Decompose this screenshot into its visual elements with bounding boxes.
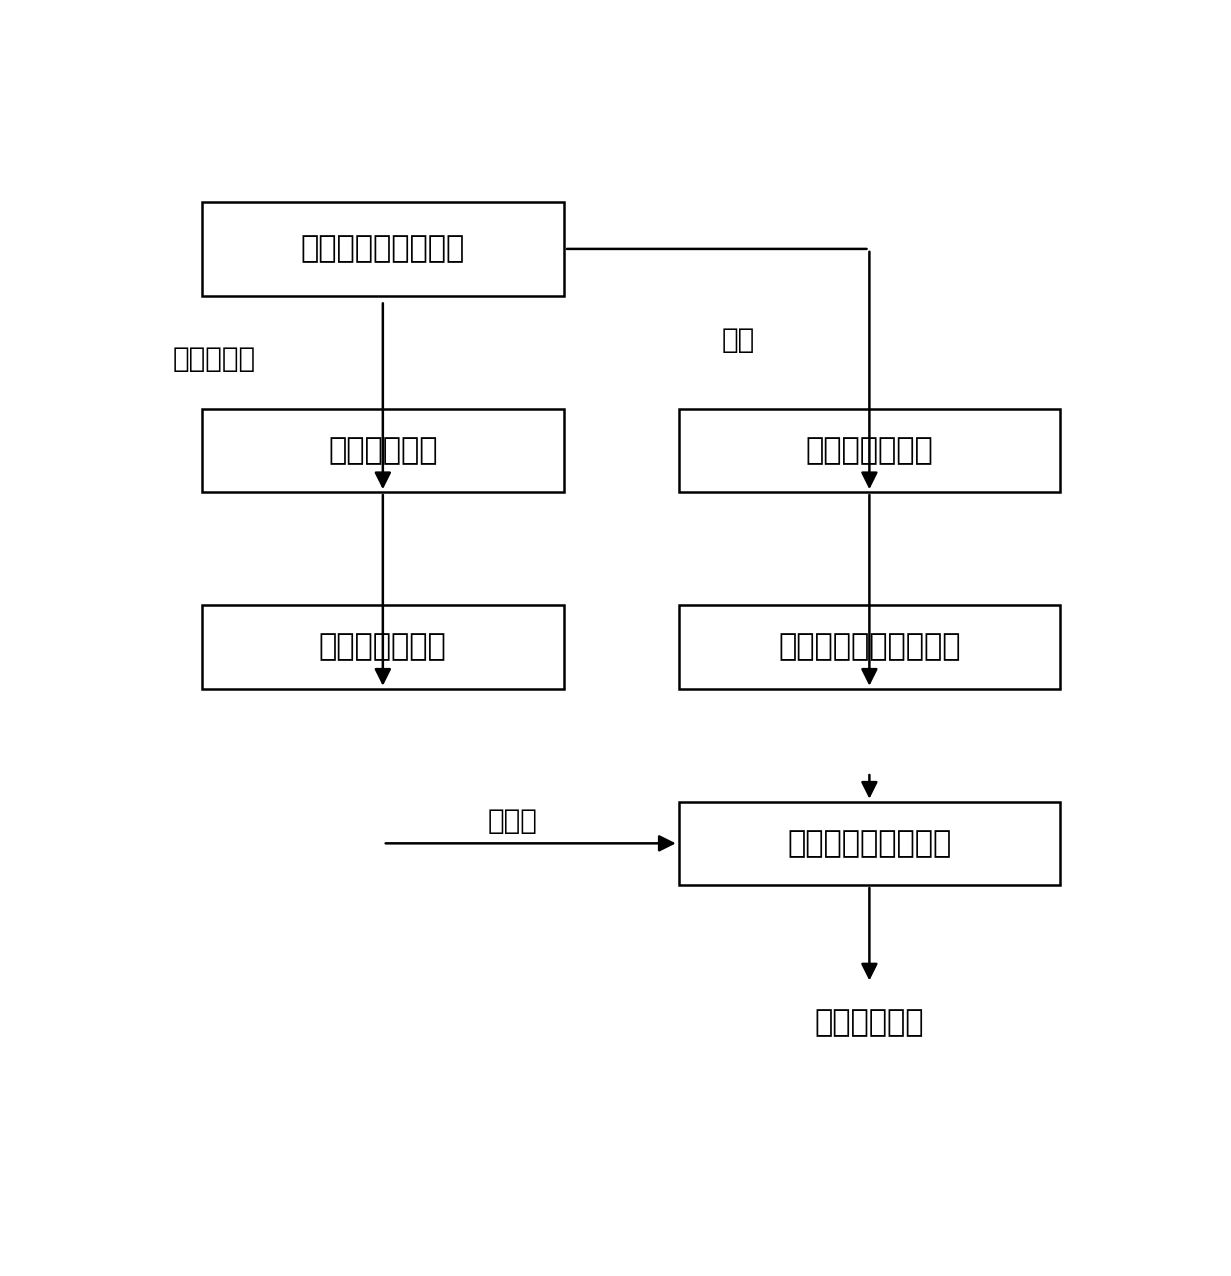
Bar [678, 801, 1060, 886]
Text: 每个路段车辆数: 每个路段车辆数 [319, 633, 447, 661]
Text: 拥堵感强度曲线: 拥堵感强度曲线 [805, 436, 933, 464]
Text: 固定检测器或浮动车: 固定检测器或浮动车 [300, 235, 465, 263]
Text: 所有路段加权求均值: 所有路段加权求均值 [788, 829, 952, 857]
Text: 加权值: 加权值 [487, 808, 538, 836]
Bar [202, 202, 564, 296]
Text: 流量和速度: 流量和速度 [172, 346, 256, 374]
Text: 每个路段的拥堵感强度: 每个路段的拥堵感强度 [778, 633, 960, 661]
Text: 路网拥堵指数: 路网拥堵指数 [815, 1008, 924, 1037]
Bar [202, 408, 564, 493]
Bar [202, 605, 564, 689]
Bar [678, 605, 1060, 689]
Text: 路段车辆密度: 路段车辆密度 [329, 436, 437, 464]
Text: 速度: 速度 [721, 325, 755, 353]
Bar [678, 408, 1060, 493]
